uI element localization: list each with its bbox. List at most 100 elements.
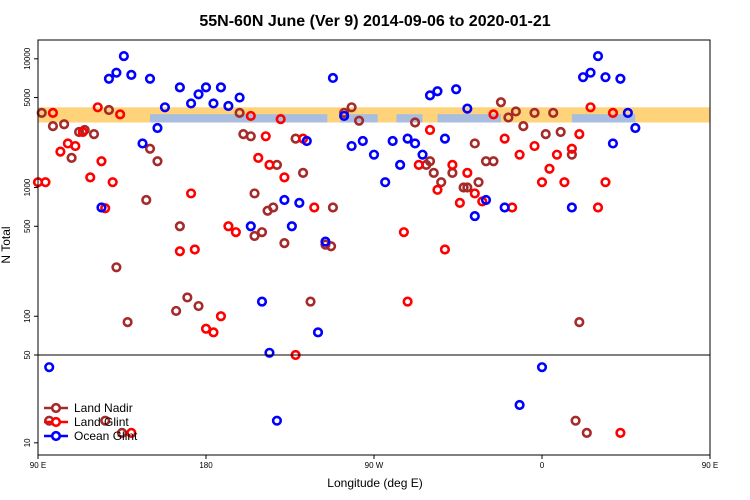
x-tick-label: 90 E	[702, 461, 718, 470]
x-tick-label: 0	[540, 461, 545, 470]
point-land-nadir	[503, 112, 514, 123]
point-land-nadir	[424, 156, 436, 167]
band-ocean	[437, 114, 501, 123]
point-ocean-glint	[380, 177, 391, 188]
point-ocean-glint	[622, 107, 633, 119]
point-ocean-glint	[424, 90, 436, 101]
threshold-band	[38, 107, 710, 123]
point-ocean-glint	[279, 194, 290, 206]
point-ocean-glint	[137, 138, 148, 149]
point-ocean-glint	[402, 133, 413, 144]
point-ocean-glint	[245, 221, 256, 232]
point-land-glint	[208, 327, 219, 338]
point-land-glint	[592, 202, 604, 213]
legend-label-land-glint: Land Glint	[74, 415, 129, 429]
point-ocean-glint	[395, 159, 406, 170]
point-ocean-glint	[208, 98, 219, 109]
point-land-glint	[47, 107, 59, 119]
point-ocean-glint	[193, 89, 204, 100]
point-ocean-glint	[301, 135, 312, 147]
band-ocean	[340, 114, 378, 123]
point-ocean-glint	[600, 72, 611, 83]
point-ocean-glint	[152, 122, 163, 134]
point-land-glint	[174, 246, 185, 257]
point-ocean-glint	[368, 149, 380, 160]
point-land-nadir	[353, 115, 365, 126]
point-land-glint	[529, 140, 540, 152]
point-land-nadir	[447, 167, 458, 178]
point-ocean-glint	[200, 82, 212, 93]
point-ocean-glint	[126, 69, 137, 80]
point-ocean-glint	[264, 347, 275, 358]
point-land-glint	[424, 124, 436, 136]
point-land-glint	[432, 184, 443, 195]
point-land-nadir	[122, 317, 133, 328]
point-land-nadir	[346, 102, 357, 113]
point-land-glint	[85, 172, 96, 183]
point-land-nadir	[88, 129, 100, 140]
point-land-nadir	[182, 292, 193, 303]
point-land-nadir	[245, 131, 256, 142]
point-land-nadir	[529, 107, 540, 119]
point-land-nadir	[428, 167, 439, 178]
legend-label-land-nadir: Land Nadir	[74, 401, 133, 415]
point-land-nadir	[144, 143, 156, 154]
point-land-nadir	[249, 188, 260, 199]
point-land-glint	[499, 133, 510, 144]
point-ocean-glint	[215, 82, 227, 93]
point-land-nadir	[256, 227, 268, 238]
point-land-glint	[514, 149, 525, 160]
point-land-nadir	[570, 415, 581, 426]
legend-marker-land-nadir	[50, 402, 62, 414]
legend-marker-land-glint	[50, 416, 62, 428]
point-ocean-glint	[103, 73, 115, 84]
point-ocean-glint	[387, 135, 398, 147]
point-land-glint	[185, 188, 197, 199]
point-ocean-glint	[286, 221, 297, 232]
point-land-glint	[253, 152, 264, 163]
point-land-nadir	[171, 305, 182, 317]
y-tick-label: 10	[23, 438, 32, 447]
chart-title: 55N-60N June (Ver 9) 2014-09-06 to 2020-…	[199, 13, 550, 30]
point-land-glint	[279, 172, 290, 183]
point-land-glint	[264, 159, 275, 170]
point-land-nadir	[409, 117, 421, 128]
point-land-nadir	[152, 156, 163, 167]
point-land-glint	[607, 107, 619, 119]
point-land-glint	[245, 110, 256, 122]
point-land-glint	[447, 159, 458, 170]
point-ocean-glint	[439, 133, 451, 144]
point-land-nadir	[518, 121, 529, 132]
y-tick-label: 500	[23, 219, 32, 233]
y-tick-label: 10000	[23, 47, 32, 70]
point-ocean-glint	[144, 73, 156, 84]
point-land-glint	[115, 109, 126, 120]
point-land-nadir	[581, 427, 592, 438]
point-land-nadir	[47, 121, 59, 132]
point-land-glint	[402, 296, 413, 307]
point-land-nadir	[555, 126, 566, 138]
point-land-nadir	[116, 427, 128, 438]
point-ocean-glint	[417, 149, 428, 160]
point-land-glint	[107, 177, 118, 188]
point-land-glint	[398, 227, 409, 238]
point-land-glint	[574, 129, 585, 140]
point-land-nadir	[495, 97, 507, 108]
point-land-glint	[275, 114, 286, 125]
point-land-glint	[536, 177, 548, 188]
point-ocean-glint	[514, 399, 525, 411]
point-land-nadir	[279, 238, 290, 249]
point-land-nadir	[566, 149, 577, 160]
point-ocean-glint	[223, 100, 234, 112]
point-land-nadir	[249, 230, 260, 242]
x-axis-label: Longitude (deg E)	[327, 476, 422, 490]
legend-marker-ocean-glint	[50, 430, 62, 442]
y-tick-label: 100	[23, 309, 32, 323]
point-ocean-glint	[480, 194, 492, 206]
point-land-nadir	[469, 138, 480, 149]
point-ocean-glint	[346, 140, 357, 152]
point-land-glint	[585, 102, 596, 113]
point-ocean-glint	[577, 72, 589, 83]
point-land-nadir	[473, 177, 484, 188]
